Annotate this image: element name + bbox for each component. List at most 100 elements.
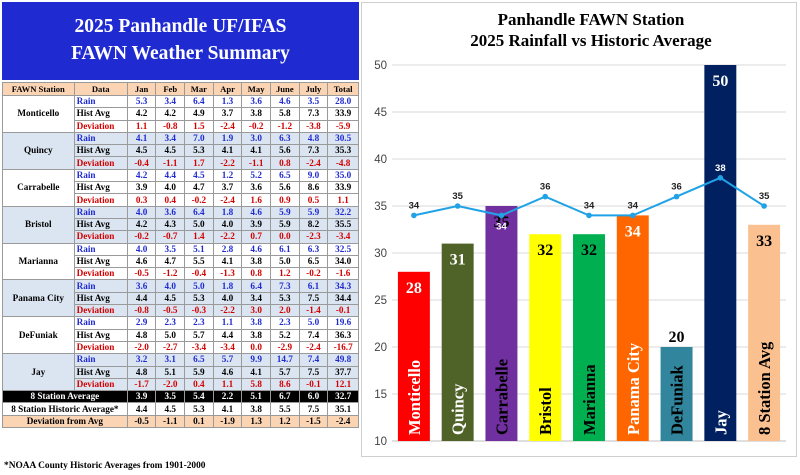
row-label: Hist Avg	[73, 328, 128, 342]
category-label: Carrabelle	[492, 359, 511, 435]
bar	[748, 224, 781, 441]
historic-average-row-value: 4.1	[212, 402, 243, 416]
rain-value: 6.3	[269, 131, 300, 146]
hist-value: 35.5	[327, 217, 359, 232]
chart-panel: Panhandle FAWN Station 2025 Rainfall vs H…	[361, 2, 797, 457]
dev-value: -0.1	[298, 377, 329, 392]
bar-value-label: 31	[450, 252, 466, 269]
bar-value-label: 33	[756, 233, 772, 250]
dev-value: -3.8	[298, 119, 329, 133]
deviation-row-value: 0.1	[184, 414, 214, 429]
row-label: Rain	[73, 316, 128, 330]
dev-value: -2.0	[126, 340, 157, 355]
hist-value: 7.5	[298, 291, 329, 306]
hist-value: 4.2	[126, 217, 157, 232]
dev-value: -1.4	[298, 304, 329, 318]
rain-value: 3.4	[155, 94, 186, 109]
station-name: Bristol	[2, 205, 75, 244]
dev-value: 1.1	[126, 119, 157, 133]
rain-value: 6.4	[241, 279, 271, 293]
column-header: FAWN Station	[2, 82, 75, 96]
hist-value: 37.7	[327, 365, 359, 379]
hist-value: 3.4	[241, 291, 271, 306]
hist-value: 36.3	[327, 328, 359, 342]
rain-value: 2.3	[269, 316, 300, 330]
hist-value: 5.7	[269, 365, 300, 379]
category-label: Monticello	[405, 360, 424, 435]
rain-value: 6.1	[269, 242, 300, 256]
station-name: Marianna	[2, 242, 75, 281]
hist-value: 7.4	[298, 328, 329, 342]
historic-average-row-value: 3.8	[241, 402, 271, 416]
rain-value: 14.7	[269, 353, 300, 367]
station-average-row-value: 5.4	[184, 390, 214, 404]
rain-value: 5.0	[184, 279, 214, 293]
table-row: Hist Avg 3.9 4.0 4.7 3.7 3.6 5.6 8.6 33.9	[3, 181, 359, 195]
historic-average-row-value: 4.5	[155, 402, 186, 416]
row-label: Hist Avg	[73, 181, 128, 195]
hist-value: 4.5	[155, 291, 186, 306]
historic-average-label: 36	[540, 182, 551, 193]
deviation-row-value: 1.2	[269, 414, 300, 429]
station-group: Monticello Rain 5.3 3.4 6.4 1.3 3.6 4.6 3.5 28.0 H…	[2, 94, 359, 133]
category-label: DeFuniak	[668, 364, 687, 435]
rain-value: 5.7	[212, 353, 243, 367]
dev-value: -0.2	[126, 230, 157, 244]
dev-value: -2.4	[212, 119, 243, 133]
hist-value: 5.1	[155, 365, 186, 379]
station-name: Monticello	[2, 95, 75, 133]
historic-average-label: 34	[584, 200, 595, 211]
row-label: Rain	[73, 279, 128, 293]
table-row: Panama City Rain 3.6 4.0 5.0 1.8 6.4 7.3 6.1 34.3	[2, 279, 359, 318]
hist-value: 4.1	[212, 254, 243, 269]
deviation-row: Deviation from Avg -0.5 -1.1 0.1 -1.9 1.3 1.2-…	[2, 414, 359, 429]
dev-value: -0.8	[126, 304, 157, 318]
dev-value: -0.8	[155, 119, 186, 133]
row-label: Deviation	[73, 119, 128, 133]
station-name: DeFuniak	[2, 316, 75, 355]
dev-value: -2.0	[155, 377, 186, 392]
hist-value: 4.7	[155, 254, 186, 269]
rain-value: 19.6	[327, 316, 359, 330]
row-label: Deviation	[73, 193, 128, 207]
table-row: Hist Avg 4.5 4.5 5.3 4.1 4.1 5.6 7.3 35.3	[3, 144, 359, 158]
deviation-row-label: Deviation from Avg	[2, 414, 128, 429]
row-label: Deviation	[73, 377, 128, 392]
station-average-row: 8 Station Average 3.9 3.5 5.4 2.2 5.1 6.7 6.0 32…	[2, 390, 359, 404]
rain-value: 7.4	[298, 353, 329, 367]
station-average-row-value: 5.1	[241, 390, 271, 404]
rain-value: 4.8	[298, 131, 329, 146]
dev-value: -3.4	[184, 340, 214, 355]
dev-value: 1.1	[212, 377, 243, 392]
historic-average-row-value: 35.1	[327, 402, 359, 416]
rain-value: 4.1	[126, 131, 157, 146]
dev-value: 8.6	[269, 377, 300, 392]
dev-value: -2.7	[155, 340, 186, 355]
hist-value: 4.1	[241, 144, 271, 158]
station-name: Quincy	[2, 131, 75, 170]
rain-value: 1.1	[212, 316, 243, 330]
historic-average-label: 34	[496, 221, 507, 232]
row-label: Hist Avg	[73, 365, 128, 379]
table-row: Carrabelle Rain 4.2 4.4 4.5 1.2 5.2 6.5 9.0 35.0	[2, 168, 359, 207]
rain-value: 6.5	[269, 168, 300, 183]
rain-value: 1.8	[212, 279, 243, 293]
station-group: Panama City Rain 3.6 4.0 5.0 1.8 6.4 7.3 6.1 34.3…	[2, 279, 359, 318]
rain-value: 3.1	[155, 353, 186, 367]
summary-rows: 8 Station Average 3.9 3.5 5.4 2.2 5.1 6.7 6.0 32…	[2, 390, 359, 429]
hist-value: 3.7	[212, 181, 243, 195]
historic-average-point	[498, 212, 505, 219]
table-row: Bristol Rain 4.0 3.6 6.4 1.8 4.6 5.9 5.9 32.2	[2, 205, 359, 244]
rain-value: 28.0	[327, 94, 359, 109]
bar-value-label: 50	[712, 73, 728, 90]
category-label: Quincy	[449, 383, 468, 435]
dev-value: 0.9	[269, 193, 300, 207]
y-tick-label: 15	[374, 389, 387, 401]
rain-value: 3.0	[241, 131, 271, 146]
dev-value: 0.8	[269, 156, 300, 170]
rain-value: 5.2	[241, 168, 271, 183]
hist-value: 4.3	[155, 217, 186, 232]
hist-value: 4.4	[212, 328, 243, 342]
dev-value: -0.5	[155, 304, 186, 318]
column-header: Mar	[184, 82, 214, 96]
